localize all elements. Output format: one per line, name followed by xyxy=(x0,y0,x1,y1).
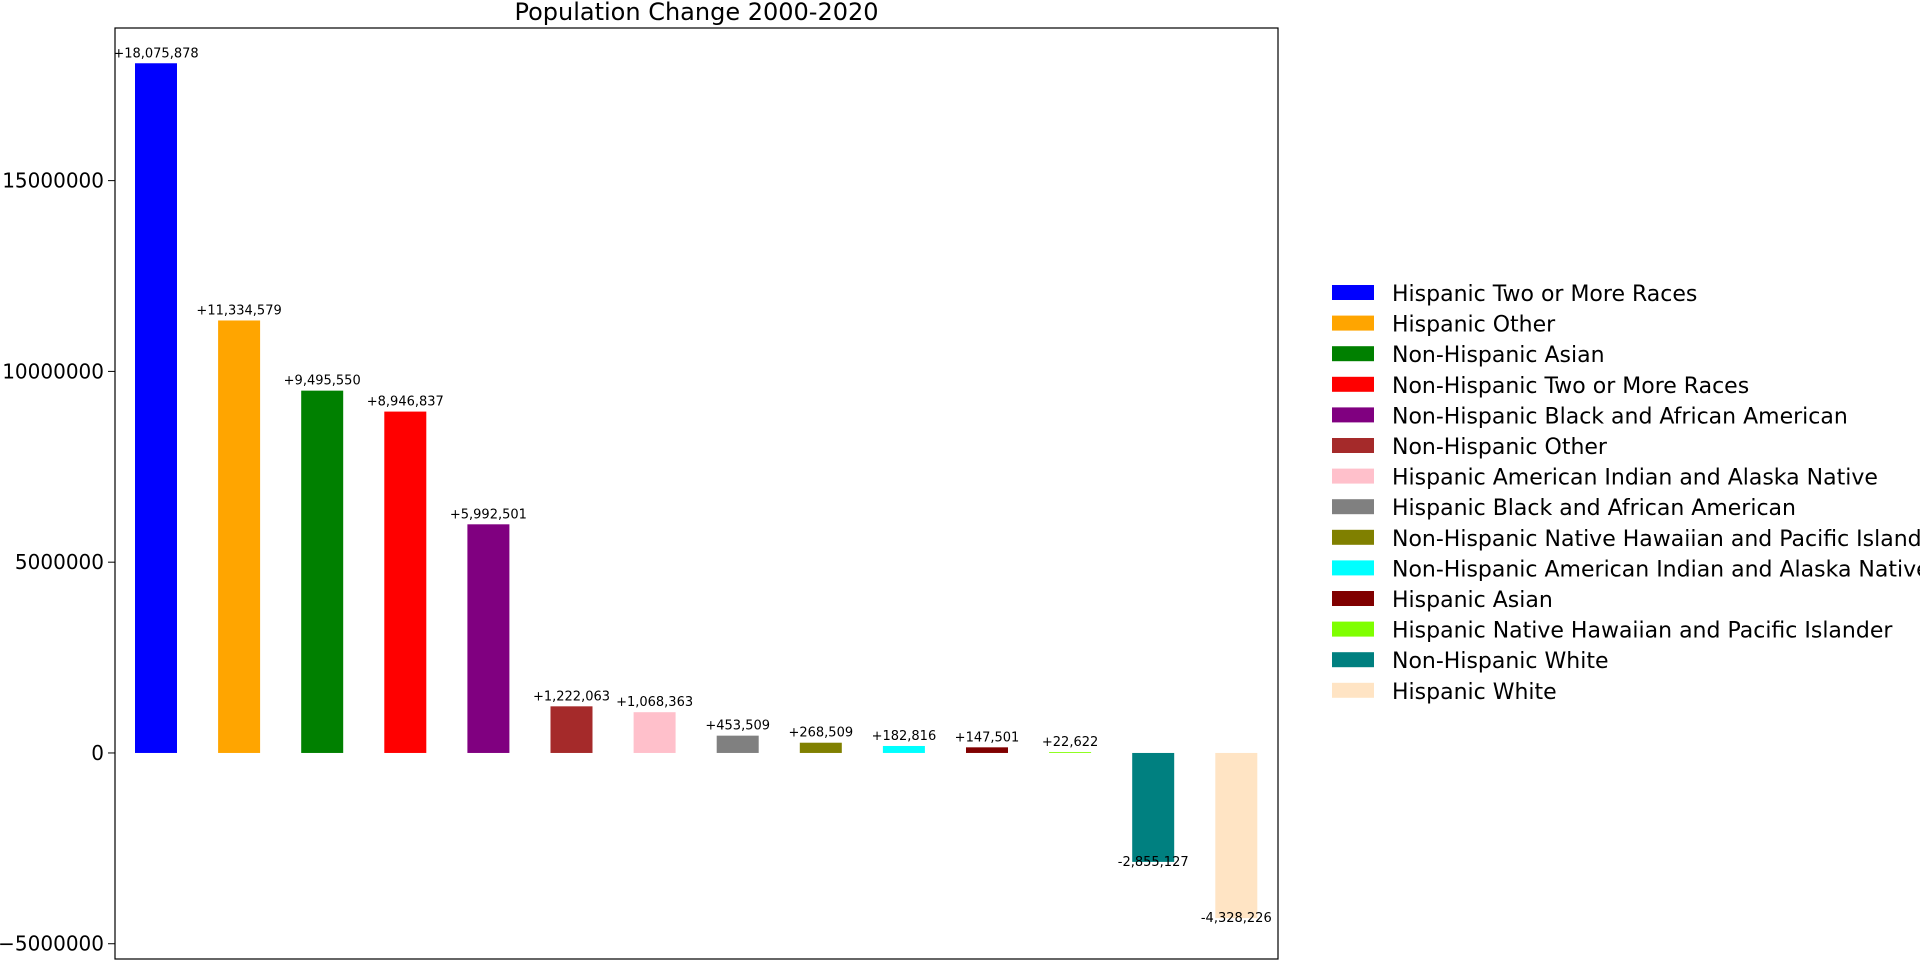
bar-value-label: +8,946,837 xyxy=(367,395,444,410)
legend-swatch xyxy=(1332,468,1374,484)
y-tick-label: 5000000 xyxy=(15,550,104,574)
bar-value-label: +11,334,579 xyxy=(196,303,281,318)
data-labels: +18,075,878 +11,334,579 +9,495,550 +8,946,8… xyxy=(113,46,1271,926)
legend-swatch xyxy=(1332,407,1374,423)
bar-value-label: +1,222,063 xyxy=(533,689,610,704)
bar xyxy=(1049,752,1092,753)
legend-swatch xyxy=(1332,591,1374,606)
legend-label: Non-Hispanic American Indian and Alaska … xyxy=(1392,557,1920,582)
legend-label: Non-Hispanic Two or More Races xyxy=(1392,374,1749,399)
bar xyxy=(1132,752,1175,862)
legend-swatch xyxy=(1332,346,1374,362)
bar xyxy=(384,411,427,753)
y-tick-label: −5000000 xyxy=(0,932,104,956)
bars xyxy=(135,63,1258,919)
bar xyxy=(1215,752,1258,919)
bar-value-label: +18,075,878 xyxy=(113,46,198,61)
bar-value-label: +182,816 xyxy=(872,729,937,744)
bar xyxy=(218,320,261,753)
legend-label: Hispanic Asian xyxy=(1392,588,1553,613)
legend-swatch xyxy=(1332,315,1374,331)
bar xyxy=(301,390,344,753)
legend-label: Hispanic Two or More Races xyxy=(1392,282,1697,307)
bar xyxy=(799,742,842,753)
bar-value-label: +1,068,363 xyxy=(616,695,693,710)
plot-frame xyxy=(114,27,1279,960)
legend-label: Hispanic White xyxy=(1392,680,1557,705)
legend-swatch xyxy=(1332,560,1374,576)
legend-swatch xyxy=(1332,621,1374,637)
legend: Hispanic Two or More Races Hispanic Other… xyxy=(1332,282,1920,705)
legend-swatch xyxy=(1332,438,1374,453)
bar xyxy=(550,706,593,753)
bar xyxy=(467,524,510,753)
legend-swatch xyxy=(1332,499,1374,515)
legend-swatch xyxy=(1332,682,1374,698)
y-tick-label: 10000000 xyxy=(2,359,104,383)
legend-label: Non-Hispanic Native Hawaiian and Pacific… xyxy=(1392,527,1920,552)
legend-swatch xyxy=(1332,529,1374,545)
legend-label: Non-Hispanic Other xyxy=(1392,435,1608,460)
y-tick-label: 0 xyxy=(91,741,104,765)
bar xyxy=(716,735,759,753)
y-tick-label: 15000000 xyxy=(2,169,104,193)
bar-value-label: +268,509 xyxy=(788,726,853,741)
bar-value-label: +453,509 xyxy=(705,719,770,734)
bar-value-label: +9,495,550 xyxy=(284,374,361,389)
bar-value-label: -4,328,226 xyxy=(1201,911,1272,926)
legend-swatch xyxy=(1332,652,1374,668)
bar-value-label: -2,855,127 xyxy=(1118,855,1189,870)
chart-title: Population Change 2000-2020 xyxy=(514,0,878,26)
legend-label: Non-Hispanic Asian xyxy=(1392,343,1605,368)
legend-label: Hispanic Native Hawaiian and Pacific Isl… xyxy=(1392,619,1893,644)
y-axis: −5000000 0 5000000 10000000 15000000 xyxy=(0,169,115,956)
legend-label: Non-Hispanic Black and African American xyxy=(1392,404,1848,429)
bar xyxy=(882,745,925,753)
legend-label: Hispanic Black and African American xyxy=(1392,496,1796,521)
bar-value-label: +5,992,501 xyxy=(450,507,527,522)
bar xyxy=(633,712,676,753)
legend-swatch xyxy=(1332,376,1374,392)
legend-label: Non-Hispanic White xyxy=(1392,649,1608,674)
legend-swatch xyxy=(1332,285,1374,300)
bar-value-label: +147,501 xyxy=(955,730,1020,745)
bar-value-label: +22,622 xyxy=(1042,735,1098,750)
legend-label: Hispanic Other xyxy=(1392,313,1556,338)
legend-label: Hispanic American Indian and Alaska Nati… xyxy=(1392,466,1878,491)
bar xyxy=(966,747,1008,753)
bar xyxy=(135,63,177,753)
